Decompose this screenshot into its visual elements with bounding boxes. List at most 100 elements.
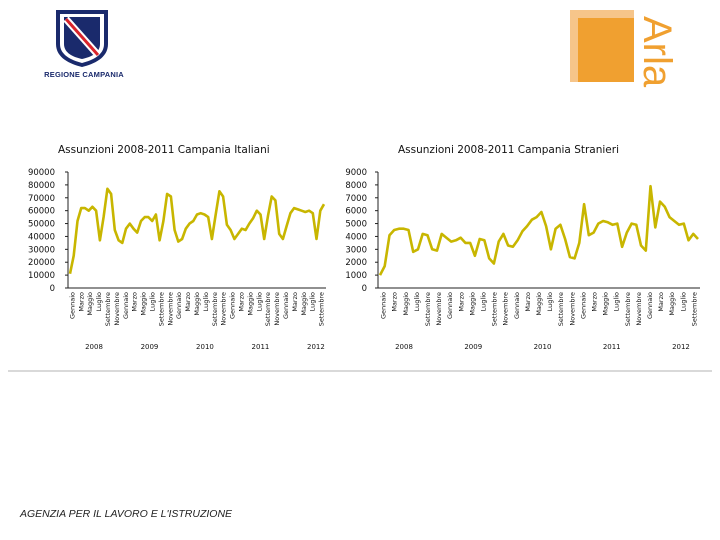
x-tick-label: Luglio [479,292,487,311]
x-tick-label: Novembre [502,292,510,326]
year-label: 2012 [672,343,690,351]
x-tick-label: Maggio [668,292,676,316]
regione-campania-caption: REGIONE CAMPANIA [44,70,124,79]
year-label: 2012 [307,343,325,351]
arlas-wordmark: Arlas [635,16,679,88]
y-tick-label: 60000 [28,207,55,217]
x-tick-label: Luglio [95,292,103,311]
x-tick-label: Novembre [635,292,643,326]
x-tick-label: Gennaio [122,292,130,319]
series-line [68,187,326,275]
y-tick-label: 4000 [345,232,367,242]
y-tick-label: 10000 [28,271,55,281]
x-tick-label: Gennaio [380,292,388,319]
x-tick-label: Novembre [568,292,576,326]
x-tick-label: Settembre [557,292,565,326]
x-tick-label: Maggio [193,292,201,316]
x-tick-label: Settembre [424,292,432,326]
x-tick-label: Maggio [300,292,308,316]
y-tick-label: 2000 [345,258,367,268]
y-tick-label: 9000 [345,168,367,178]
year-label: 2009 [141,343,159,351]
year-label: 2010 [534,343,552,351]
x-tick-label: Gennaio [513,292,521,319]
x-tick-label: Gennaio [646,292,654,319]
y-tick-label: 3000 [345,245,367,255]
x-tick-label: Marzo [184,292,192,312]
y-tick-label: 5000 [345,220,367,230]
x-tick-label: Novembre [435,292,443,326]
chart-title-stranieri: Assunzioni 2008-2011 Campania Stranieri [398,144,620,156]
y-tick-label: 90000 [28,168,55,178]
regione-campania-logo: REGIONE CAMPANIA [36,8,132,88]
x-tick-label: Settembre [318,292,326,326]
x-tick-label: Gennaio [175,292,183,319]
x-tick-label: Gennaio [579,292,587,319]
x-tick-label: Luglio [255,292,263,311]
x-tick-label: Luglio [413,292,421,311]
x-tick-label: Settembre [491,292,499,326]
year-label: 2011 [603,343,621,351]
x-tick-label: Maggio [602,292,610,316]
y-tick-label: 0 [362,284,367,294]
y-tick-label: 20000 [28,258,55,268]
x-tick-label: Marzo [391,292,399,312]
y-tick-label: 6000 [345,207,367,217]
year-label: 2008 [395,343,413,351]
footer-agency-name: AGENZIA PER IL LAVORO E L'ISTRUZIONE [20,508,233,520]
x-tick-label: Marzo [457,292,465,312]
chart-stranieri: 9000 8000 7000 6000 5000 4000 3000 2000 1000 0 Gen… [345,168,700,351]
series-line [378,184,699,276]
x-tick-label: Marzo [291,292,299,312]
arlas-wordmark-text: Arlas [635,16,679,88]
x-tick-label: Maggio [468,292,476,316]
x-tick-label: Gennaio [446,292,454,319]
x-tick-label: Gennaio [68,292,76,319]
year-label: 2010 [196,343,214,351]
y-tick-label: 1000 [345,271,367,281]
divider [8,370,712,372]
x-tick-label: Gennaio [282,292,290,319]
x-tick-label: Luglio [546,292,554,311]
y-tick-label: 70000 [28,194,55,204]
x-tick-label: Luglio [679,292,687,311]
x-tick-label: Marzo [657,292,665,312]
x-tick-label: Settembre [624,292,632,326]
arlas-mark-icon [570,10,634,82]
x-tick-label: Marzo [77,292,85,312]
x-tick-label: Maggio [246,292,254,316]
x-tick-label: Luglio [202,292,210,311]
year-label: 2009 [464,343,482,351]
x-tick-label: Novembre [113,292,121,326]
x-tick-label: Settembre [690,292,698,326]
x-tick-label: Maggio [535,292,543,316]
y-tick-label: 80000 [28,181,55,191]
x-tick-label: Settembre [157,292,165,326]
y-tick-label: 0 [50,284,55,294]
x-tick-label: Luglio [309,292,317,311]
campania-shield-icon [56,10,108,67]
year-label: 2008 [85,343,103,351]
y-tick-label: 50000 [28,220,55,230]
y-tick-label: 8000 [345,181,367,191]
x-tick-label: Novembre [273,292,281,326]
x-tick-label: Marzo [237,292,245,312]
x-tick-label: Novembre [220,292,228,326]
x-tick-label: Maggio [86,292,94,316]
chart-title-italiani: Assunzioni 2008-2011 Campania Italiani [58,144,270,156]
arlas-logo: Arlas [568,8,688,88]
y-tick-label: 7000 [345,194,367,204]
x-tick-label: Marzo [131,292,139,312]
year-label: 2011 [252,343,270,351]
x-tick-label: Settembre [104,292,112,326]
y-tick-label: 40000 [28,232,55,242]
x-tick-label: Marzo [524,292,532,312]
x-tick-label: Maggio [140,292,148,316]
x-tick-label: Luglio [149,292,157,311]
x-tick-label: Settembre [264,292,272,326]
charts-canvas: 9000080000700006000050000400003000020000… [28,168,700,351]
x-tick-label: Maggio [402,292,410,316]
x-tick-label: Luglio [613,292,621,311]
x-tick-label: Novembre [166,292,174,326]
x-tick-label: Settembre [211,292,219,326]
